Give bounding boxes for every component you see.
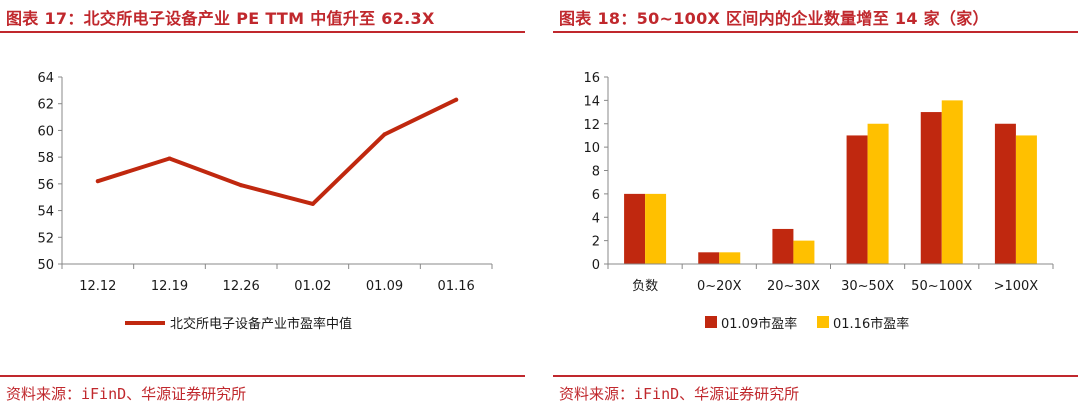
y-tick-label: 12 <box>583 118 600 133</box>
x-tick-label: 0~20X <box>697 279 742 294</box>
x-tick-label: 01.09 <box>366 279 403 294</box>
left-figure-panel: 图表 17：北交所电子设备产业 PE TTM 中值升至 62.3X 50 52 54… <box>0 0 525 408</box>
x-tick-label: 负数 <box>632 279 658 294</box>
pe-line-chart: 50 52 54 56 58 60 62 64 12.12 12.19 12.26 01.02 01.0… <box>37 71 493 332</box>
y-tick-label: 0 <box>592 258 600 273</box>
bar-series1 <box>698 252 720 264</box>
right-title-rule <box>553 31 1078 33</box>
bar-series2 <box>867 123 889 264</box>
data-point <box>382 132 387 137</box>
x-tick-label: 01.02 <box>294 279 331 294</box>
legend-label: 01.09市盈率 <box>721 316 797 332</box>
left-figure-title: 图表 17：北交所电子设备产业 PE TTM 中值升至 62.3X <box>6 9 435 28</box>
right-figure-panel: 图表 18：50~100X 区间内的企业数量增至 14 家（家） 0 2 4 6 8 10… <box>553 0 1078 408</box>
pe-distribution-bar-chart: 0 2 4 6 8 10 12 14 16 负数 0~20X 20~30X 30~50X 50~100X >… <box>583 71 1054 332</box>
legend-swatch <box>817 316 829 328</box>
y-tick-label: 4 <box>592 211 600 226</box>
data-point <box>310 201 315 206</box>
data-point <box>454 97 459 102</box>
x-tick-label: 20~30X <box>767 279 820 294</box>
y-tick-label: 16 <box>583 71 600 86</box>
y-tick-label: 60 <box>37 124 54 139</box>
data-point <box>95 179 100 184</box>
x-tick-label: 12.19 <box>151 279 188 294</box>
series-line <box>95 97 459 206</box>
x-tick-label: 12.26 <box>223 279 260 294</box>
data-point <box>167 156 172 161</box>
left-title-rule <box>0 31 525 33</box>
bar-series1 <box>994 123 1016 264</box>
y-tick-label: 54 <box>37 205 54 220</box>
y-tick-label: 56 <box>37 178 54 193</box>
bar-series1 <box>920 112 942 264</box>
y-tick-label: 10 <box>583 141 600 156</box>
left-source-rule <box>0 375 525 377</box>
bar-series2 <box>1015 135 1037 264</box>
right-figure-title: 图表 18：50~100X 区间内的企业数量增至 14 家（家） <box>559 9 989 28</box>
bar-series2 <box>719 252 741 264</box>
bar-series2 <box>941 100 963 264</box>
legend-label: 北交所电子设备产业市盈率中值 <box>170 316 352 332</box>
x-tick-label: 01.16 <box>438 279 475 294</box>
bar-series1 <box>772 228 794 264</box>
x-tick-label: 30~50X <box>841 279 894 294</box>
y-tick-label: 58 <box>37 151 54 166</box>
x-tick-label: 12.12 <box>79 279 116 294</box>
y-tick-label: 6 <box>592 188 600 203</box>
legend-label: 01.16市盈率 <box>833 316 909 332</box>
bar-series2 <box>793 240 815 264</box>
x-tick-label: >100X <box>994 279 1039 294</box>
right-source-rule <box>553 375 1078 377</box>
legend-swatch <box>705 316 717 328</box>
bar-series1 <box>624 193 646 264</box>
y-tick-label: 2 <box>592 235 600 250</box>
y-tick-label: 64 <box>37 71 54 86</box>
data-point <box>239 183 244 188</box>
bar-series2 <box>645 193 667 264</box>
y-tick-label: 52 <box>37 231 54 246</box>
left-source-text: 资料来源：iFinD、华源证券研究所 <box>6 385 247 403</box>
y-tick-label: 62 <box>37 98 54 113</box>
y-tick-label: 8 <box>592 165 600 180</box>
y-tick-label: 14 <box>583 94 600 109</box>
bar-series1 <box>846 135 868 264</box>
y-tick-label: 50 <box>37 258 54 273</box>
right-source-text: 资料来源：iFinD、华源证券研究所 <box>559 385 800 403</box>
x-tick-label: 50~100X <box>911 279 972 294</box>
